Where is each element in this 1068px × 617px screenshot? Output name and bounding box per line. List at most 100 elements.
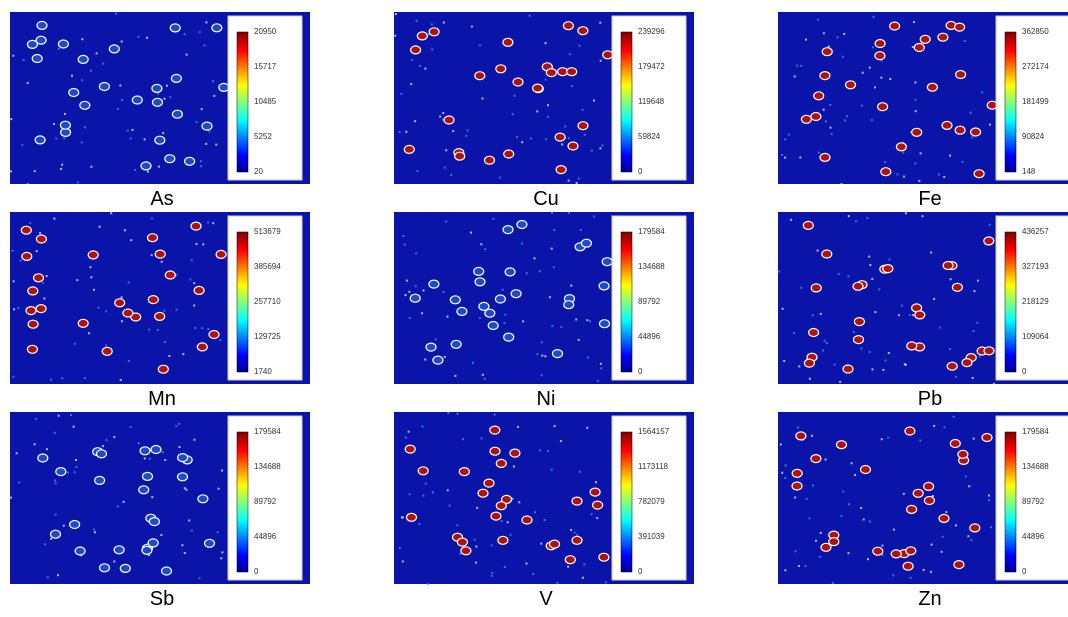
noise: [404, 244, 406, 246]
noise: [435, 338, 437, 340]
spot: [820, 72, 830, 80]
spot: [405, 445, 415, 453]
noise: [580, 229, 582, 231]
noise: [889, 259, 891, 261]
noise: [784, 157, 786, 159]
spot: [553, 350, 563, 358]
noise: [889, 78, 891, 80]
noise: [54, 480, 56, 482]
noise: [209, 130, 211, 132]
noise: [55, 514, 57, 516]
noise: [874, 86, 876, 88]
colorbar-tick-label: 513679: [254, 227, 281, 236]
spot: [197, 343, 207, 351]
noise: [880, 77, 882, 79]
noise: [492, 218, 494, 220]
colorbar-tick-label: 0: [638, 567, 643, 576]
noise: [50, 379, 52, 381]
spot: [927, 83, 937, 91]
spot: [970, 524, 980, 532]
noise: [27, 82, 29, 84]
spot: [88, 251, 98, 259]
spot: [411, 46, 421, 54]
noise: [43, 298, 45, 300]
spot: [907, 342, 917, 350]
spot: [837, 441, 847, 449]
spot: [504, 333, 514, 341]
noise: [912, 314, 914, 316]
spot: [811, 284, 821, 292]
spot: [947, 362, 957, 370]
spot: [80, 101, 90, 109]
noise: [919, 440, 921, 442]
noise: [832, 582, 834, 584]
spot: [198, 495, 208, 503]
noise: [130, 426, 132, 428]
colorbar-tick-label: 179584: [254, 427, 281, 436]
panel-label: Sb: [150, 588, 174, 610]
noise: [454, 375, 456, 377]
spot: [896, 143, 906, 151]
noise: [848, 503, 850, 505]
panel: 5136793856942577101297251740Mn: [10, 212, 310, 410]
noise: [547, 450, 549, 452]
noise: [504, 314, 506, 316]
spot: [148, 539, 158, 547]
noise: [178, 423, 180, 425]
spot: [404, 145, 414, 153]
noise: [820, 313, 822, 315]
noise: [838, 273, 840, 275]
spot: [37, 21, 47, 29]
spot: [491, 512, 501, 520]
noise: [931, 544, 933, 546]
noise: [837, 36, 839, 38]
spot: [853, 282, 863, 290]
noise: [402, 517, 404, 519]
spot: [956, 71, 966, 79]
noise: [443, 22, 445, 24]
noise: [117, 505, 119, 507]
noise: [514, 95, 516, 97]
spot: [178, 454, 188, 462]
colorbar: [621, 432, 632, 572]
spot: [971, 128, 981, 136]
colorbar: [1005, 232, 1016, 372]
noise: [869, 351, 871, 353]
noise: [800, 65, 802, 67]
noise: [809, 378, 811, 380]
spot: [140, 447, 150, 455]
noise: [189, 279, 191, 281]
spot: [410, 294, 420, 302]
noise: [549, 296, 551, 298]
noise: [541, 341, 543, 343]
noise: [431, 23, 433, 25]
noise: [547, 104, 549, 106]
noise: [220, 557, 222, 559]
noise: [532, 573, 534, 575]
noise: [18, 482, 20, 484]
colorbar-tick-label: 44896: [254, 532, 277, 541]
spot: [216, 250, 226, 258]
spot: [556, 166, 566, 174]
noise: [179, 446, 181, 448]
noise: [918, 180, 920, 182]
spot: [99, 83, 109, 91]
noise: [790, 219, 792, 221]
colorbar: [1005, 432, 1016, 572]
noise: [599, 22, 601, 24]
spot: [822, 250, 832, 258]
noise: [905, 364, 907, 366]
colorbar-tick-label: 134688: [254, 462, 281, 471]
noise: [539, 449, 541, 451]
noise: [600, 367, 602, 369]
spot: [123, 309, 133, 317]
noise: [962, 161, 964, 163]
spot: [490, 426, 500, 434]
spot: [212, 24, 222, 32]
noise: [578, 339, 580, 341]
noise: [778, 271, 780, 273]
noise: [788, 134, 790, 136]
noise: [219, 339, 221, 341]
noise: [798, 365, 800, 367]
noise: [815, 540, 817, 542]
